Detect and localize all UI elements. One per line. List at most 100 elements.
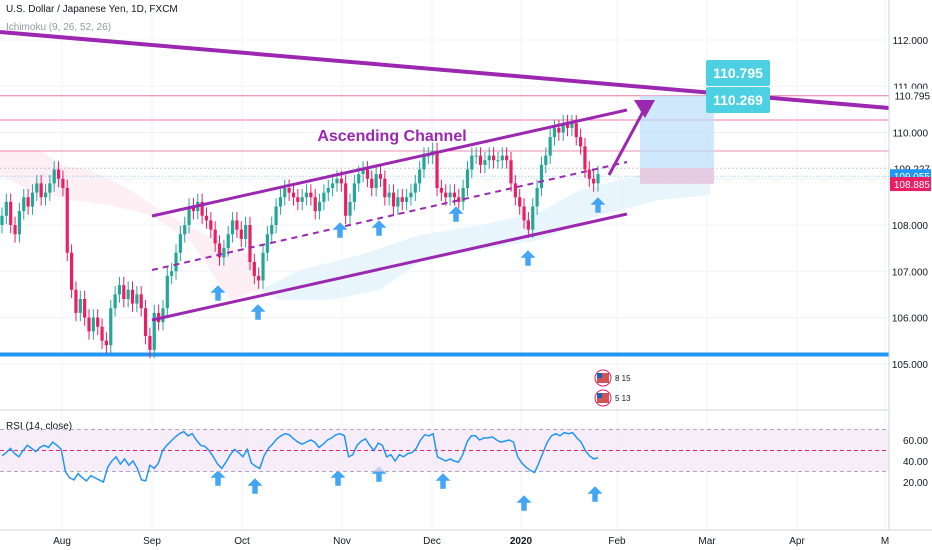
- price-axis: 105.000106.000107.000108.000109.000110.0…: [888, 0, 932, 550]
- candle: [83, 290, 87, 326]
- candle: [422, 147, 426, 178]
- candle: [174, 244, 178, 280]
- candle: [0, 207, 4, 234]
- up-arrow-icon: [447, 205, 465, 223]
- candle: [331, 175, 335, 197]
- rsi-line: [1, 430, 599, 484]
- candle: [565, 114, 570, 137]
- candle: [348, 193, 352, 225]
- rsi-up-arrow-icon: [515, 494, 533, 512]
- candle: [100, 318, 104, 349]
- candle: [274, 198, 278, 234]
- time-tick-label: M: [881, 536, 889, 547]
- candle: [78, 290, 82, 322]
- time-tick-label: Nov: [333, 536, 351, 547]
- rsi-up-arrow-icon: [246, 477, 264, 495]
- candle: [104, 332, 109, 354]
- candle: [361, 161, 365, 183]
- candle: [109, 299, 113, 354]
- candle: [43, 184, 48, 206]
- candle: [470, 147, 474, 178]
- price-tick-label: 112.000: [893, 36, 929, 47]
- candle: [61, 170, 65, 197]
- channel-mid-line[interactable]: [151, 161, 628, 271]
- candle: [400, 188, 404, 211]
- candle: [596, 165, 600, 192]
- candle: [65, 179, 69, 262]
- candle: [592, 170, 596, 192]
- candle: [191, 198, 196, 220]
- candle: [148, 327, 152, 359]
- candle: [378, 165, 383, 188]
- candle: [187, 198, 191, 234]
- candle: [91, 309, 95, 340]
- candle: [522, 198, 526, 229]
- rsi-up-arrow-icon: [329, 469, 347, 487]
- candle: [122, 276, 126, 308]
- us-flag-event-icon[interactable]: 8 15: [594, 369, 631, 387]
- time-tick-label: Sep: [143, 536, 161, 547]
- candle: [56, 161, 61, 188]
- candle: [257, 267, 261, 289]
- time-tick-label: Aug: [53, 536, 71, 547]
- rsi-panel: [0, 409, 932, 484]
- candles: [0, 114, 600, 359]
- candle: [252, 253, 256, 285]
- candle: [70, 244, 74, 299]
- price-tick-label: 105.000: [892, 360, 929, 371]
- candle: [317, 193, 322, 220]
- candle: [483, 151, 487, 174]
- candle: [461, 179, 465, 211]
- candle: [309, 184, 313, 206]
- candle: [404, 188, 409, 211]
- candle: [183, 216, 187, 243]
- candle: [287, 179, 291, 201]
- candle: [87, 309, 91, 340]
- candle: [130, 281, 135, 312]
- candle: [531, 198, 535, 238]
- price-tick-label: 111.000: [893, 82, 928, 93]
- time-tick-label: 2020: [510, 536, 533, 547]
- candle: [313, 188, 317, 220]
- candle: [370, 170, 374, 197]
- candle: [4, 193, 8, 225]
- time-axis: Aug Sep Oct Nov Dec 2020 Feb Mar Apr M: [0, 529, 932, 547]
- candle: [239, 221, 243, 248]
- candle: [418, 161, 422, 192]
- channel-upper-line[interactable]: [151, 108, 628, 218]
- candle: [544, 147, 548, 174]
- candle: [209, 212, 213, 238]
- candle: [139, 286, 143, 317]
- candle: [217, 235, 222, 266]
- indicator-label: Ichimoku (9, 26, 52, 26): [6, 22, 112, 33]
- time-tick-label: Oct: [234, 536, 250, 547]
- channel-lower-line[interactable]: [151, 212, 628, 322]
- time-tick-label: Mar: [698, 536, 716, 547]
- candle: [39, 175, 43, 206]
- candle: [248, 216, 252, 271]
- candle: [13, 216, 17, 243]
- price-tick-label: 110.000: [893, 129, 929, 140]
- time-tick-label: Feb: [608, 536, 626, 547]
- projection-arrow-line: [607, 109, 646, 176]
- up-arrow-icon: [209, 284, 227, 302]
- candle: [135, 286, 139, 312]
- candle: [235, 212, 239, 238]
- candle: [570, 114, 574, 137]
- rsi-label: RSI (14, close): [6, 421, 73, 432]
- us-flag-event-icon[interactable]: 5 13: [594, 389, 631, 407]
- candle: [505, 147, 509, 169]
- candle: [283, 179, 287, 206]
- cloud-bear-region: [0, 150, 260, 300]
- candle: [513, 175, 517, 206]
- candle: [17, 202, 22, 243]
- target-zone: [640, 95, 714, 185]
- candle: [170, 262, 174, 285]
- candle: [161, 299, 165, 331]
- candle: [496, 151, 500, 169]
- candle: [474, 147, 478, 164]
- event-markers: 8 15 5 13: [594, 369, 631, 407]
- rsi-tick-label: 60.00: [903, 436, 928, 447]
